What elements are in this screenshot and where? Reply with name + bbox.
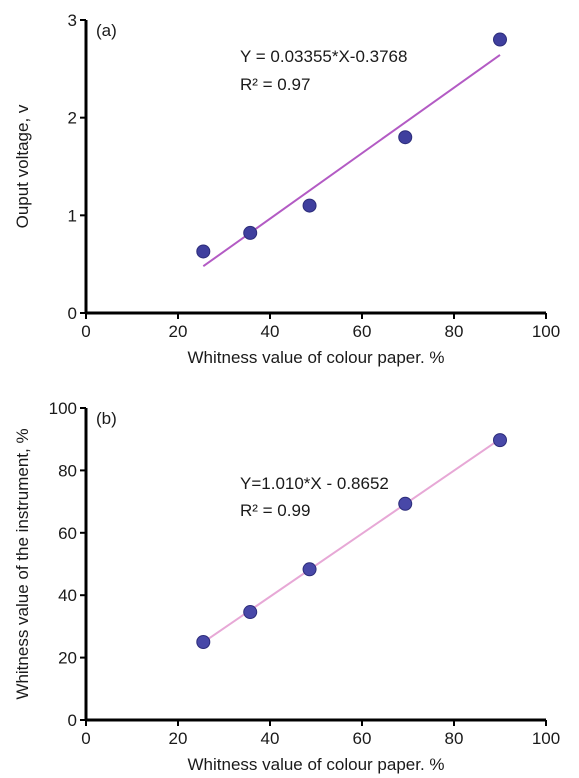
data-point [302, 198, 317, 213]
x-tick-label: 80 [445, 322, 464, 341]
x-tick-label: 80 [445, 729, 464, 748]
x-tick-label: 60 [353, 729, 372, 748]
x-tick-label: 0 [81, 729, 90, 748]
y-tick-label: 40 [58, 586, 77, 605]
x-axis-title: Whitness value of colour paper. % [187, 348, 444, 367]
panel-label: (a) [96, 21, 117, 40]
data-point [493, 433, 507, 448]
data-point [398, 130, 413, 145]
panel-label: (b) [96, 409, 117, 428]
x-tick-label: 60 [353, 322, 372, 341]
data-point [302, 562, 317, 577]
fit-equation: Y = 0.03355*X-0.3768 [240, 47, 407, 66]
y-tick-label: 2 [68, 109, 77, 128]
data-point [493, 32, 507, 47]
y-tick-label: 60 [58, 524, 77, 543]
data-point [196, 635, 211, 649]
y-tick-label: 1 [68, 206, 77, 225]
chart-panel-a: 0 20 40 60 80 100 0 1 2 3 Whitness value of colour… [13, 11, 560, 367]
x-tick-label: 20 [169, 322, 188, 341]
r-squared: R² = 0.99 [240, 501, 310, 520]
x-tick-label: 40 [261, 729, 280, 748]
data-point [398, 496, 413, 511]
x-tick-label: 20 [169, 729, 188, 748]
chart-panel-b: 0 20 40 60 80 100 0 20 40 60 80 100 Whitness value o… [13, 399, 560, 774]
x-axis-title: Whitness value of colour paper. % [187, 755, 444, 774]
x-tick-label: 40 [261, 322, 280, 341]
y-tick-label: 3 [68, 11, 77, 30]
y-tick-label: 0 [68, 304, 77, 323]
y-tick-label: 20 [58, 649, 77, 668]
x-tick-label: 100 [532, 729, 560, 748]
fit-equation: Y=1.010*X - 0.8652 [240, 474, 389, 493]
x-tick-label: 0 [81, 322, 90, 341]
data-point [243, 225, 258, 240]
y-tick-label: 0 [68, 711, 77, 730]
x-tick-label: 100 [532, 322, 560, 341]
y-tick-label: 80 [58, 461, 77, 480]
y-axis-title: Ouput voltage, v [13, 104, 32, 228]
y-tick-label: 100 [49, 399, 77, 418]
data-point [196, 244, 211, 259]
data-point [243, 605, 258, 620]
y-axis-title: Whitness value of the instrument, % [13, 428, 32, 699]
r-squared: R² = 0.97 [240, 75, 310, 94]
